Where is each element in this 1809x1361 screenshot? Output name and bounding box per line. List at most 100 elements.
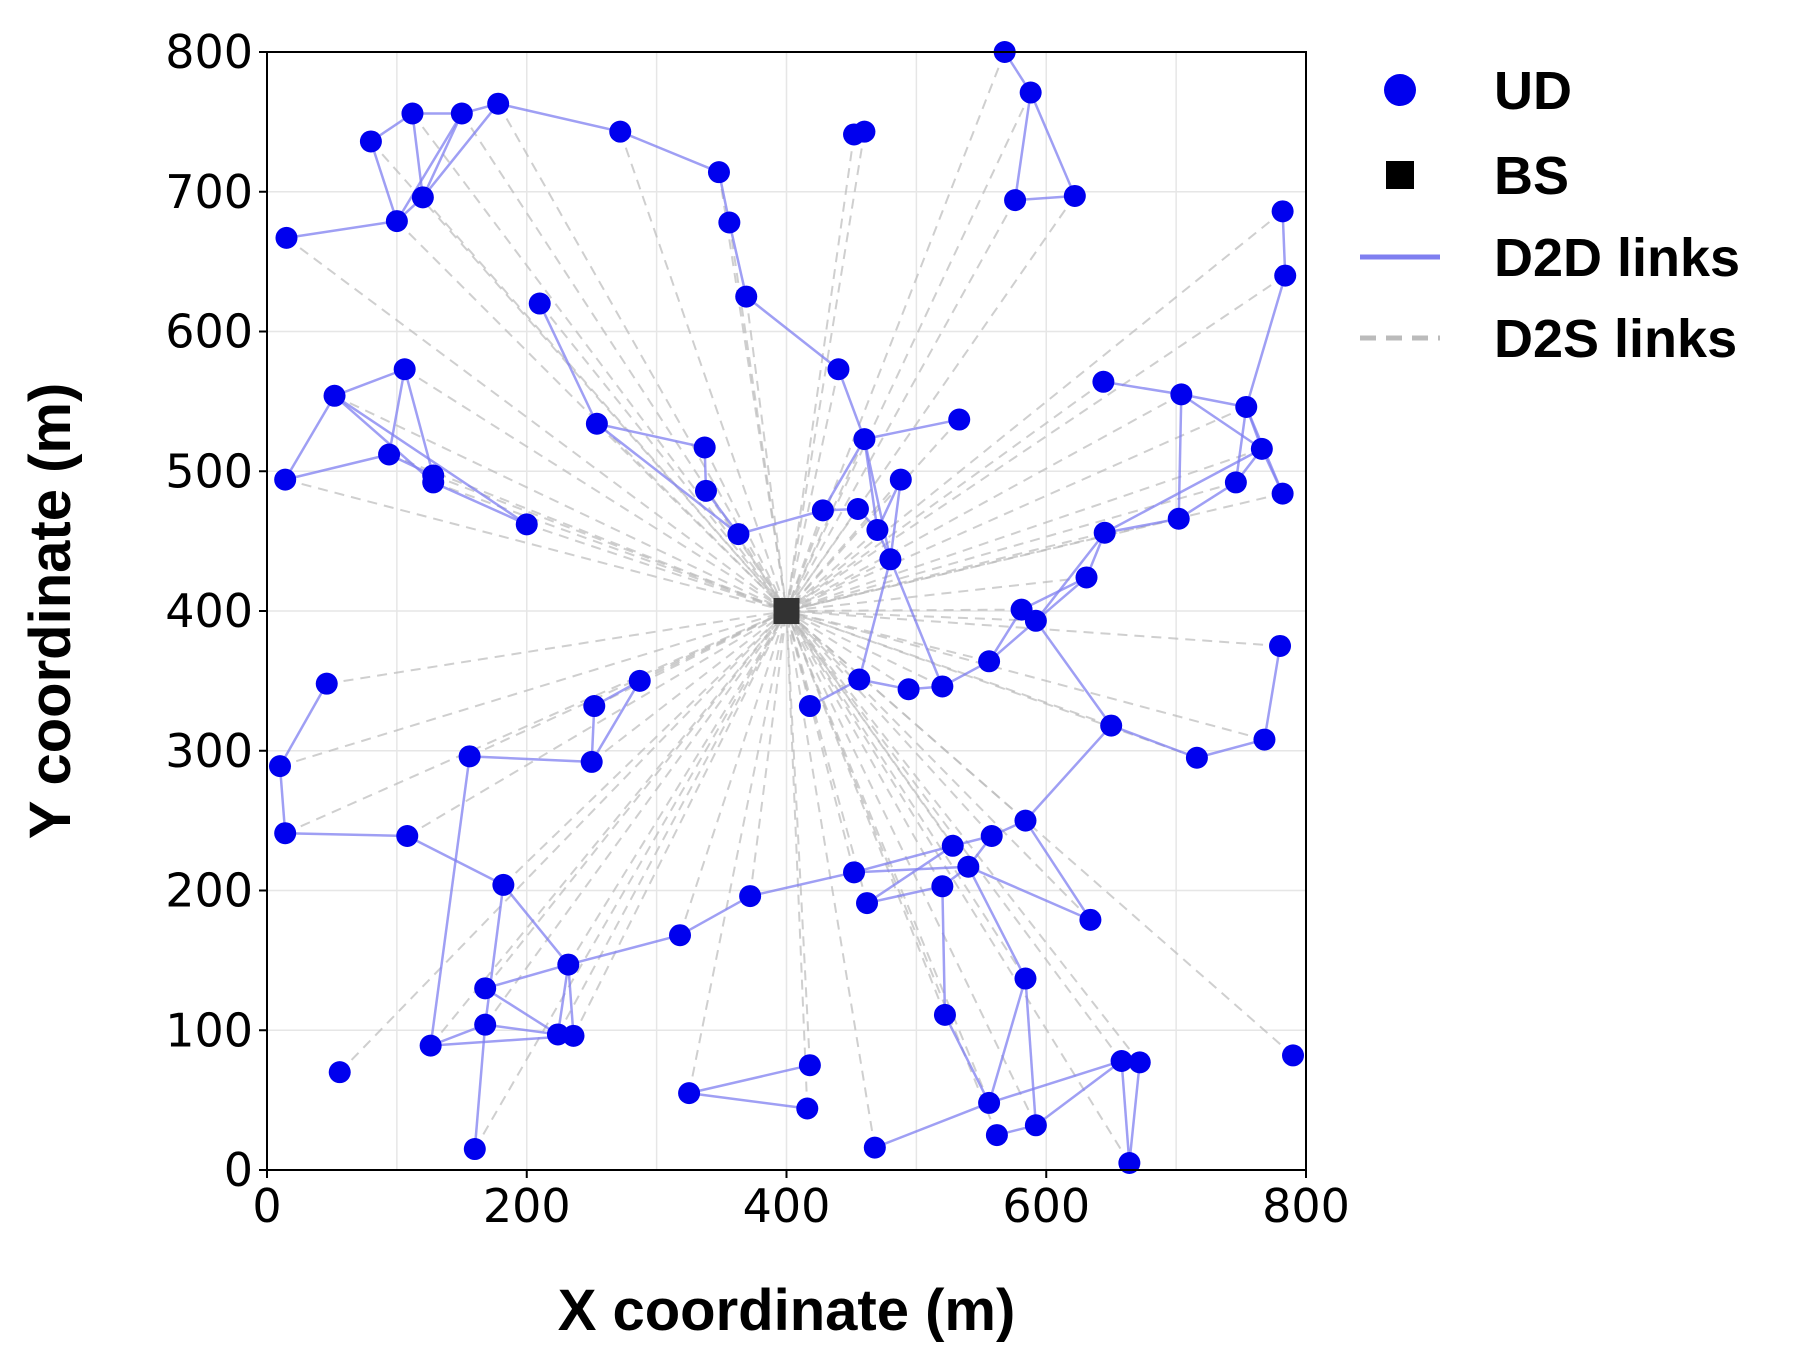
ud-point bbox=[980, 824, 1003, 847]
ud-point bbox=[897, 678, 920, 701]
ud-point bbox=[1024, 609, 1047, 632]
d2s-link bbox=[785, 610, 809, 1109]
d2d-link bbox=[738, 509, 824, 536]
base-station bbox=[773, 598, 800, 624]
y-tick-label: 500 bbox=[165, 444, 253, 498]
d2s-link bbox=[572, 610, 788, 1037]
ud-point bbox=[268, 755, 291, 778]
ud-points bbox=[268, 41, 1305, 1175]
x-tick-label: 200 bbox=[483, 1179, 571, 1233]
d2d-link bbox=[334, 368, 406, 397]
y-axis-title: Y coordinate (m) bbox=[18, 383, 83, 840]
ud-point bbox=[1092, 370, 1115, 393]
ud-point bbox=[583, 695, 606, 718]
ud-point bbox=[315, 672, 338, 695]
d2s-link bbox=[785, 610, 1294, 1057]
x-tick-label: 600 bbox=[1002, 1179, 1090, 1233]
d2d-link bbox=[1128, 1062, 1142, 1164]
d2s-link bbox=[785, 610, 811, 1066]
ud-point bbox=[1118, 1152, 1141, 1175]
d2d-link bbox=[889, 479, 903, 560]
ud-point bbox=[1274, 264, 1297, 287]
ud-point bbox=[396, 824, 419, 847]
d2d-link bbox=[1013, 92, 1032, 201]
d2s-link bbox=[785, 92, 1032, 612]
d2d-link bbox=[967, 866, 1027, 980]
d2s-link bbox=[786, 610, 1265, 741]
ud-point bbox=[474, 1013, 497, 1036]
ud-point bbox=[931, 675, 954, 698]
d2s-link bbox=[497, 103, 788, 612]
ud-point bbox=[798, 695, 821, 718]
ud-point bbox=[515, 513, 538, 536]
d2s-link bbox=[526, 523, 787, 612]
d2d-link bbox=[1024, 724, 1113, 822]
ud-point bbox=[843, 861, 866, 884]
ud-point bbox=[274, 468, 297, 491]
d2d-link bbox=[432, 481, 528, 526]
d2d-link bbox=[411, 113, 425, 198]
ud-point bbox=[323, 384, 346, 407]
y-tick-label: 100 bbox=[165, 1003, 253, 1057]
d2d-link bbox=[1177, 394, 1183, 519]
d2d-link bbox=[483, 884, 505, 1025]
d2d-link bbox=[858, 558, 892, 680]
d2d-link bbox=[421, 102, 500, 199]
d2s-link bbox=[326, 610, 787, 685]
d2d-link bbox=[1234, 406, 1248, 483]
d2s-link bbox=[785, 418, 960, 612]
d2d-link bbox=[1263, 645, 1282, 740]
ud-point bbox=[889, 468, 912, 491]
d2d-link bbox=[567, 964, 575, 1036]
ud-point bbox=[941, 834, 964, 857]
ud-point bbox=[1253, 728, 1276, 751]
d2d-link bbox=[1104, 517, 1179, 534]
ud-point bbox=[848, 668, 871, 691]
ud-point bbox=[856, 892, 879, 915]
d2d-links bbox=[278, 51, 1287, 1164]
ud-point bbox=[879, 548, 902, 571]
d2d-link bbox=[745, 295, 840, 371]
d2s-link bbox=[785, 610, 910, 691]
ud-point bbox=[487, 92, 510, 115]
d2d-link bbox=[987, 978, 1027, 1104]
d2s-link bbox=[728, 222, 788, 612]
d2d-link bbox=[866, 885, 943, 905]
legend-label-d2s: D2S links bbox=[1494, 309, 1737, 369]
d2d-link bbox=[866, 844, 954, 905]
ud-point bbox=[1004, 189, 1027, 212]
y-tick-label: 0 bbox=[224, 1143, 253, 1197]
ud-point bbox=[1110, 1049, 1133, 1072]
ud-point bbox=[1170, 383, 1193, 406]
ud-point bbox=[796, 1097, 819, 1120]
ud-point bbox=[1100, 714, 1123, 737]
d2d-link bbox=[889, 558, 944, 687]
ud-point bbox=[931, 875, 954, 898]
d2d-link bbox=[1245, 275, 1287, 408]
d2d-link bbox=[485, 1023, 559, 1036]
d2s-link bbox=[745, 296, 788, 612]
d2s-link bbox=[785, 508, 859, 612]
ud-point bbox=[385, 210, 408, 233]
ud-point bbox=[693, 436, 716, 459]
ud-point bbox=[853, 428, 876, 451]
d2d-link bbox=[567, 934, 681, 966]
d2s-link bbox=[785, 610, 944, 887]
ud-point bbox=[411, 186, 434, 209]
d2d-link bbox=[1029, 92, 1076, 197]
d2s-link bbox=[785, 438, 866, 612]
d2s-link bbox=[688, 610, 788, 1094]
ud-point bbox=[528, 292, 551, 315]
d2d-link bbox=[1034, 531, 1106, 622]
ud-point bbox=[1075, 566, 1098, 589]
d2s-link bbox=[785, 369, 840, 612]
d2s-link bbox=[284, 610, 787, 835]
ud-point bbox=[1079, 908, 1102, 931]
d2s-link bbox=[785, 510, 824, 612]
d2s-link bbox=[591, 610, 788, 763]
ud-point bbox=[609, 120, 632, 143]
d2d-link bbox=[387, 369, 406, 455]
d2s-link bbox=[502, 610, 788, 886]
ud-point bbox=[718, 211, 741, 234]
